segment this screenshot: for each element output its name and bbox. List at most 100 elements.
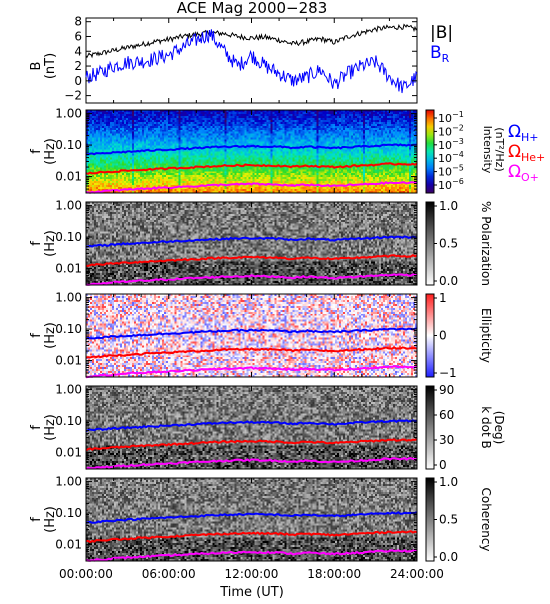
colorbar-kdotb	[425, 385, 435, 470]
freq-ylabel-f: f	[29, 333, 44, 338]
b-mag-line	[85, 23, 418, 59]
gyrofreq-line-h	[85, 143, 418, 156]
colorbar-tick-label: 1.0	[439, 199, 458, 213]
colorbar-tick-label: 10−2	[438, 123, 464, 138]
freq-ylabel-unit: (Hz)	[43, 414, 58, 441]
colorbar-tick-label: 0.5	[439, 513, 458, 527]
b-ytick-label: −2	[64, 89, 82, 103]
colorbar-tick-label: 30	[439, 433, 454, 447]
legend-omega-he-symbol: Ω	[508, 142, 521, 162]
colorbar-label-kdotb-unit: (Deg)	[492, 411, 506, 445]
b-panel-ylabel-b: B	[29, 62, 44, 71]
colorbar-label-intensity-unit: (nT²/Hz)	[493, 127, 506, 171]
freq-tick-label: 1.00	[55, 107, 82, 121]
gyrofreq-line-h	[85, 419, 418, 433]
colorbar-tick-label: 1	[439, 291, 447, 305]
freq-ylabel-unit: (Hz)	[43, 138, 58, 165]
freq-ylabel-f: f	[29, 425, 44, 430]
freq-tick-label: 0.01	[55, 354, 82, 368]
legend-omega-he-sub: He+	[521, 151, 545, 164]
colorbar-tick-exponent: −5	[452, 164, 464, 173]
gyrofreq-line-he	[85, 438, 418, 452]
b-panel-ylabel-unit: (nT)	[43, 53, 58, 79]
gyrofreq-line-o	[85, 365, 418, 379]
colorbar-label-polarization: % Polarization	[479, 201, 493, 286]
colorbar-tick-label: 0.0	[439, 550, 458, 564]
spectrogram-panel-ellipticity: 1.00 0.10 0.01 f (Hz) 1 0 −1 Ellipticity	[29, 291, 493, 380]
freq-tick-label: 1.00	[55, 475, 82, 489]
b-ytick-label: 2	[74, 59, 82, 73]
colorbar-polarization	[425, 201, 435, 286]
colorbar-tick-label: 0	[439, 458, 447, 472]
b-ytick-label: 8	[74, 15, 82, 29]
colorbar-intensity	[425, 109, 435, 194]
legend-omega-o: ΩO+	[508, 162, 539, 184]
b-ytick-label: 6	[74, 29, 82, 43]
colorbar-ellipticity	[425, 293, 435, 378]
gyrofreq-line-he	[85, 530, 418, 544]
spectrogram-panel-kdotb: 1.00 0.10 0.01 f (Hz) 90 60 30 0 k dot B (Deg)	[29, 383, 506, 472]
colorbar-tick-label: 10−1	[438, 110, 464, 125]
freq-tick-label: 0.01	[55, 170, 82, 184]
colorbar-label-coherency: Coherency	[479, 487, 493, 551]
legend-b-r-main: B	[430, 43, 442, 63]
colorbar-tick-label: 10−6	[438, 177, 464, 192]
freq-tick-label: 0.01	[55, 538, 82, 552]
legend-omega-o-sub: O+	[521, 171, 539, 184]
gyrofreq-line-he	[85, 254, 418, 268]
gyrofreq-line-he	[85, 346, 418, 359]
colorbar-tick-label: 0.0	[439, 274, 458, 288]
freq-ylabel-unit: (Hz)	[43, 506, 58, 533]
colorbar-tick-label: 0.5	[439, 237, 458, 251]
freq-tick-label: 0.10	[55, 506, 82, 520]
colorbar-tick-label: 60	[439, 408, 454, 422]
spectrogram-panel-coherency: 1.00 0.10 0.01 f (Hz) 1.0 0.5 0.0 Coherency	[29, 475, 493, 564]
colorbar-label-intensity: Intensity	[481, 126, 494, 174]
x-tick-label: 06:00:00	[142, 567, 196, 581]
freq-tick-label: 1.00	[55, 199, 82, 213]
colorbar-tick-base: 10	[438, 125, 452, 138]
freq-tick-label: 0.01	[55, 262, 82, 276]
colorbar-tick-base: 10	[438, 112, 452, 125]
colorbar-tick-label: 0	[439, 329, 447, 343]
freq-tick-label: 1.00	[55, 291, 82, 305]
legend-b-r-sub: R	[442, 52, 450, 65]
gyrofreq-line-h	[85, 511, 418, 524]
x-tick-label: 12:00:00	[225, 567, 279, 581]
colorbar-tick-label: 10−4	[438, 150, 464, 165]
freq-ylabel-unit: (Hz)	[43, 230, 58, 257]
x-tick-label: 18:00:00	[307, 567, 361, 581]
colorbar-tick-base: 10	[438, 179, 452, 192]
colorbar-tick-base: 10	[438, 139, 452, 152]
legend-omega-h-sub: H+	[521, 131, 539, 144]
freq-tick-label: 1.00	[55, 383, 82, 397]
freq-tick-label: 0.10	[55, 230, 82, 244]
freq-ylabel-f: f	[29, 517, 44, 522]
colorbar-tick-label: 10−3	[438, 137, 464, 152]
colorbar-tick-base: 10	[438, 166, 452, 179]
spectrogram-panel-polarization: 1.00 0.10 0.01 f (Hz) 1.0 0.5 0.0 % Polarization	[29, 199, 493, 288]
colorbar-tick-exponent: −3	[452, 137, 464, 146]
figure-title: ACE Mag 2000−283	[177, 0, 328, 17]
gyrofreq-line-o	[85, 456, 418, 470]
x-axis-label: Time (UT)	[219, 585, 284, 600]
freq-tick-label: 0.10	[55, 414, 82, 428]
gyrofreq-line-o	[85, 549, 418, 562]
colorbar-tick-label: 10−5	[438, 164, 464, 179]
gyrofreq-line-h	[85, 235, 418, 248]
colorbar-coherency	[425, 477, 435, 562]
gyrofreq-line-o	[85, 273, 418, 286]
colorbar-tick-exponent: −1	[452, 110, 464, 119]
colorbar-label-ellipticity: Ellipticity	[479, 308, 493, 363]
colorbar-tick-exponent: −2	[452, 123, 464, 132]
spectrogram-panel-intensity: 1.000.100.01f (Hz)10−110−210−310−410−510−…	[29, 107, 506, 194]
gyrofreq-line-h	[85, 327, 418, 340]
b-ytick-label: 0	[74, 74, 82, 88]
legend-omega-o-symbol: Ω	[508, 162, 521, 182]
freq-ylabel-f: f	[29, 149, 44, 154]
colorbar-tick-exponent: −4	[452, 150, 464, 159]
freq-tick-label: 0.01	[55, 446, 82, 460]
legend-omega-h-symbol: Ω	[508, 122, 521, 142]
